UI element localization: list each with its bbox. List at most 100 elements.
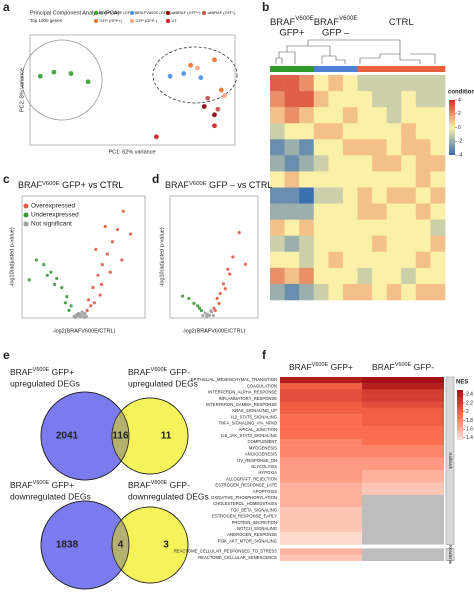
point (91, 285, 95, 290)
x-axis-label: -log2(BRAFV600E/CTRL) (53, 328, 116, 334)
row-label: INFLAMMATORY_RESPONSE (219, 396, 278, 401)
heatmap-cell (401, 187, 417, 204)
point (55, 276, 59, 280)
point (115, 227, 120, 232)
point (213, 309, 217, 313)
heatmap-cell (270, 187, 285, 204)
heatmap-cell (280, 507, 362, 514)
colorbar-title: NES (456, 380, 468, 386)
point (103, 224, 107, 229)
set-label: downregulated DEGs (128, 491, 209, 501)
heatmap-cell (313, 251, 329, 269)
heatmap-cell (342, 139, 358, 156)
heatmap-cell (299, 171, 315, 188)
heatmap-cell (430, 123, 446, 140)
heatmap-cell (299, 267, 315, 285)
legend-label: GFP (GFP+) (100, 18, 123, 23)
set-label-part: GFP+ (49, 367, 74, 377)
heatmap-cell (430, 235, 446, 253)
legend-label: Not significant (31, 221, 72, 228)
row-label: APICAL_JUNCTION (239, 427, 277, 432)
venn-count: 1838 (56, 540, 79, 551)
legend-marker (166, 11, 170, 15)
colorbar-tick-label: 2 (466, 409, 469, 415)
heatmap-cell (415, 91, 431, 108)
set-label-part: BRAF (10, 480, 33, 490)
heatmap-cell (280, 457, 362, 464)
heatmap-cell (415, 123, 431, 140)
heatmap-cell (362, 494, 444, 502)
point (99, 282, 104, 287)
heatmap-cell (430, 75, 446, 92)
heatmap-cell (415, 283, 431, 301)
heatmap-cell (372, 219, 387, 237)
point (212, 306, 216, 310)
heatmap-cell (430, 283, 446, 301)
column-label-part: BRAF (289, 362, 312, 372)
heatmap-cell (357, 155, 373, 172)
point (52, 282, 57, 287)
heatmap-cell (362, 519, 444, 526)
heatmap-cell (401, 283, 417, 301)
heatmap-cell (342, 171, 358, 188)
row-label: IL6_JAK_STAT3_SIGNALING (221, 433, 277, 438)
point (34, 258, 39, 262)
heatmap-cell (415, 139, 431, 156)
venn-outline (111, 397, 189, 475)
set-label: BRAFV600E GFP+ (10, 480, 74, 490)
panel-label: a (3, 0, 10, 14)
point (65, 295, 69, 299)
point (197, 306, 202, 310)
point (243, 262, 248, 266)
x-axis-label: -log2(BRAFV600E/CTRL) (183, 328, 246, 334)
venn-count: 11 (161, 431, 172, 442)
condition-cell (313, 66, 329, 72)
point (192, 301, 196, 305)
point (211, 313, 215, 318)
condition-cell (372, 66, 387, 72)
heatmap-cell (401, 171, 417, 188)
heatmap-cell (280, 470, 362, 477)
heatmap-cell (362, 389, 444, 396)
heatmap-cell (386, 187, 402, 204)
venn-count: 2041 (56, 431, 79, 442)
point (195, 65, 200, 71)
heatmap-cell (328, 251, 344, 269)
heatmap-cell (372, 187, 387, 204)
heatmap-cell (357, 267, 373, 285)
point (108, 270, 112, 274)
point (120, 258, 124, 262)
heatmap-cell (362, 482, 444, 489)
heatmap-cell (328, 75, 344, 92)
heatmap-cell (415, 107, 431, 124)
heatmap-cell (280, 494, 362, 502)
colorbar-tick-label: 2 (458, 111, 461, 117)
heatmap-cell (299, 219, 315, 237)
heatmap-cell (280, 383, 362, 390)
dendrogram-branch (307, 39, 401, 54)
heatmap-cell (415, 219, 431, 237)
point (205, 95, 211, 101)
condition-cell (270, 66, 285, 72)
colorbar-tick-label: -4 (458, 152, 463, 158)
legend-label: Overexpressed (31, 203, 75, 210)
heatmap-cell (270, 107, 285, 124)
heatmap-cell (328, 171, 344, 188)
heatmap-cell (342, 155, 358, 172)
condition-cell (401, 66, 417, 72)
cluster-outline (21, 39, 103, 121)
point (42, 263, 46, 267)
heatmap-cell (299, 123, 315, 140)
point (196, 304, 200, 308)
heatmap-cell (313, 91, 329, 108)
point (167, 73, 173, 79)
heatmap-cell (401, 91, 417, 108)
heatmap-cell (372, 139, 387, 156)
legend-marker (202, 11, 206, 15)
row-label: TNFA_SIGNALING_VIA_NFKB (219, 421, 278, 426)
row-label: UV_RESPONSE_DN (237, 458, 277, 463)
heatmap-cell (357, 75, 373, 92)
point (221, 282, 226, 286)
group-label: Hallmark (448, 452, 453, 469)
heatmap-cell (386, 123, 402, 140)
